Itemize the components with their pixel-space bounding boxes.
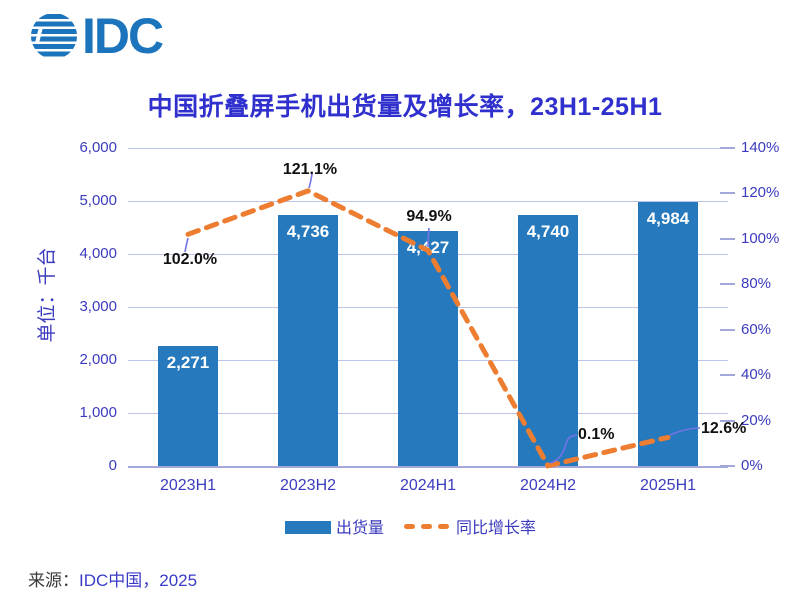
right-axis-tick — [720, 419, 735, 422]
right-axis-tick — [720, 147, 735, 149]
right-axis-tick-label: 20% — [741, 411, 772, 429]
bar-2023H1: 2,271 — [158, 345, 218, 466]
source-prefix: 来源： — [28, 571, 79, 590]
legend-bar-swatch — [285, 521, 331, 534]
legend-label-shipments: 出货量 — [336, 520, 385, 537]
legend-dash — [438, 524, 449, 529]
x-axis-label-2023H1: 2023H1 — [159, 477, 217, 494]
right-axis-tick-label: 0% — [741, 457, 763, 474]
bar-value-label: 4,427 — [406, 238, 450, 258]
left-axis-tick-label: 5,000 — [79, 192, 117, 209]
growth-data-label: 12.6% — [701, 420, 747, 438]
growth-data-label: 94.9% — [406, 208, 452, 226]
left-axis-tick-label: 1,000 — [79, 404, 117, 421]
chart-title: 中国折叠屏手机出货量及增长率，23H1-25H1 — [147, 93, 663, 121]
bar-2024H2: 4,740 — [518, 214, 578, 466]
growth-data-label: 102.0% — [162, 251, 218, 269]
x-axis-label-2024H1: 2024H1 — [399, 477, 457, 494]
bar-value-label: 2,271 — [166, 352, 210, 372]
source-note: 来源：IDC中国，2025 — [28, 566, 197, 591]
legend-dash — [421, 524, 432, 529]
x-axis-label-2023H2: 2023H2 — [279, 477, 337, 494]
left-axis-tick-label: 6,000 — [79, 139, 117, 156]
right-axis-tick — [720, 237, 735, 240]
bar-value-label: 4,736 — [286, 221, 330, 241]
x-axis-label-2025H1: 2025H1 — [639, 477, 697, 494]
left-axis-tick-label: 2,000 — [79, 351, 117, 368]
idc-logo: IDC — [30, 8, 164, 64]
right-axis-tick — [720, 465, 735, 467]
growth-data-label: 121.1% — [282, 160, 338, 178]
x-axis-baseline — [128, 466, 728, 468]
right-axis-tick — [720, 374, 735, 377]
right-axis-tick-label: 120% — [741, 184, 780, 202]
legend-label-growth-rate: 同比增长率 — [456, 520, 537, 537]
right-axis-tick-label: 140% — [741, 139, 780, 156]
right-axis-tick-label: 60% — [741, 320, 772, 338]
legend-dash — [404, 524, 415, 529]
x-axis-label-2024H2: 2024H2 — [519, 477, 577, 494]
left-axis-tick-label: 3,000 — [79, 298, 117, 315]
growth-data-label: 0.1% — [578, 425, 615, 443]
legend-dashed-line-swatch — [404, 524, 449, 529]
right-axis-tick-label: 100% — [741, 229, 780, 247]
idc-globe-icon — [31, 14, 77, 57]
bar-value-label: 4,740 — [526, 221, 570, 241]
left-axis-tick-label: 4,000 — [79, 245, 117, 262]
source-text: IDC中国，2025 — [79, 571, 198, 590]
bar-2025H1: 4,984 — [638, 201, 698, 466]
right-axis-tick — [720, 328, 735, 331]
right-axis-tick — [720, 192, 735, 195]
bar-2024H1: 4,427 — [398, 231, 458, 466]
left-axis-tick-label: 0 — [108, 457, 117, 474]
right-axis-tick-label: 40% — [741, 366, 772, 384]
bar-value-label: 4,984 — [646, 208, 690, 228]
idc-logo-text: IDC — [82, 8, 164, 64]
right-axis-tick-label: 80% — [741, 275, 772, 293]
gridline — [128, 148, 728, 149]
right-axis-tick — [720, 283, 735, 286]
bar-2023H2: 4,736 — [278, 214, 338, 466]
